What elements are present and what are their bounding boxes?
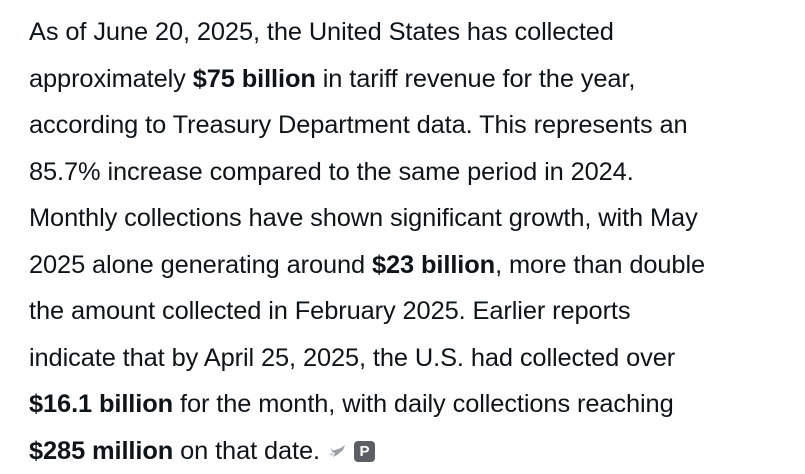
answer-line: $285 million on that date.P bbox=[29, 428, 789, 474]
answer-line: according to Treasury Department data. T… bbox=[29, 102, 789, 149]
answer-line: As of June 20, 2025, the United States h… bbox=[29, 9, 789, 56]
highlight-amount: $23 billion bbox=[372, 251, 495, 279]
answer-line: $16.1 billion for the month, with daily … bbox=[29, 381, 789, 428]
answer-line: 85.7% increase compared to the same peri… bbox=[29, 149, 789, 196]
answer-line: Monthly collections have shown significa… bbox=[29, 195, 789, 242]
answer-line: 2025 alone generating around $23 billion… bbox=[29, 242, 789, 289]
highlight-amount: $75 billion bbox=[193, 65, 316, 93]
source-citations: P bbox=[326, 441, 375, 463]
answer-line: the amount collected in February 2025. E… bbox=[29, 288, 789, 335]
answer-line: indicate that by April 25, 2025, the U.S… bbox=[29, 335, 789, 382]
highlight-amount: $285 million bbox=[29, 437, 173, 465]
highlight-amount: $16.1 billion bbox=[29, 390, 173, 418]
answer-text: As of June 20, 2025, the United States h… bbox=[29, 9, 789, 474]
answer-line: approximately $75 billion in tariff reve… bbox=[29, 56, 789, 103]
bird-icon[interactable] bbox=[326, 441, 348, 463]
source-p-badge[interactable]: P bbox=[354, 441, 375, 462]
